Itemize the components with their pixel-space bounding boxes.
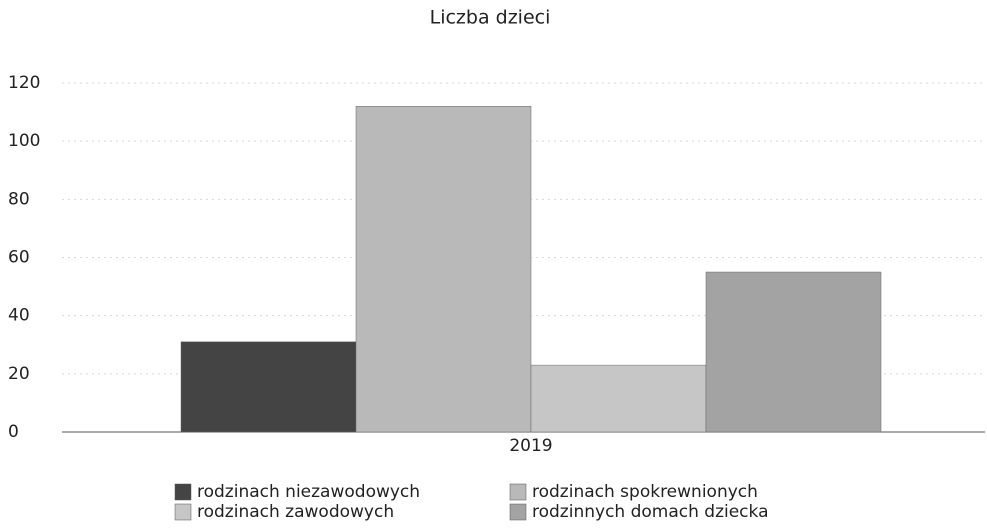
- chart-title: Liczba dzieci: [430, 7, 551, 29]
- y-tick-label: 80: [8, 189, 30, 209]
- bar: [705, 271, 882, 433]
- legend-swatch: [174, 503, 192, 521]
- bar: [180, 341, 357, 433]
- y-tick-label: 20: [8, 364, 30, 384]
- legend-label: rodzinach niezawodowych: [197, 482, 420, 502]
- legend-swatch: [509, 503, 527, 521]
- y-tick-label: 60: [8, 248, 30, 268]
- y-tick-label: 120: [8, 73, 40, 93]
- x-tick-label: 2019: [509, 436, 552, 456]
- y-tick-label: 0: [8, 422, 19, 442]
- legend-swatch: [174, 483, 192, 501]
- y-tick-label: 100: [8, 131, 40, 151]
- legend-label: rodzinnych domach dziecka: [532, 502, 769, 522]
- bar: [355, 106, 532, 433]
- legend-label: rodzinach spokrewnionych: [532, 482, 758, 502]
- legend-label: rodzinach zawodowych: [197, 502, 394, 522]
- bar: [530, 364, 707, 433]
- legend-swatch: [509, 483, 527, 501]
- y-tick-label: 40: [8, 306, 30, 326]
